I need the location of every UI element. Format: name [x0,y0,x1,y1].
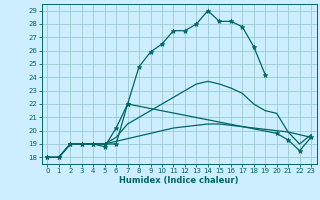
X-axis label: Humidex (Indice chaleur): Humidex (Indice chaleur) [119,176,239,185]
